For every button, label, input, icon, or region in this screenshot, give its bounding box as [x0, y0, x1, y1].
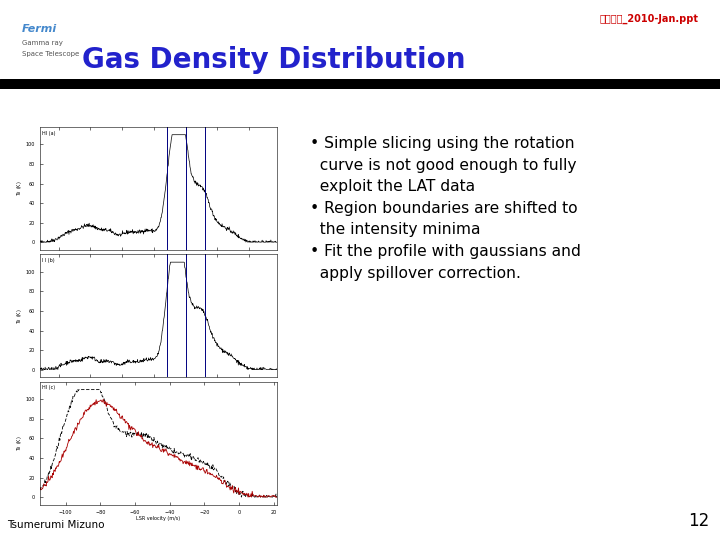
X-axis label: LSR velocity (m/s): LSR velocity (m/s) [136, 389, 181, 394]
Text: • Simple slicing using the rotation
  curve is not good enough to fully
  exploi: • Simple slicing using the rotation curv… [310, 136, 581, 281]
Text: 12: 12 [688, 512, 709, 530]
X-axis label: LSR velocity (m/s): LSR velocity (m/s) [136, 516, 181, 521]
Text: Space Telescope: Space Telescope [22, 51, 79, 57]
Text: Fermi: Fermi [22, 24, 57, 35]
Text: Gamma ray: Gamma ray [22, 40, 63, 46]
Text: 論文紹介_2010-Jan.ppt: 論文紹介_2010-Jan.ppt [599, 14, 698, 24]
Y-axis label: $T_B$ (K): $T_B$ (K) [15, 181, 24, 196]
Text: HI (c): HI (c) [42, 386, 55, 390]
Text: HI (a): HI (a) [42, 131, 55, 136]
Text: Tsumerumi Mizuno: Tsumerumi Mizuno [7, 520, 104, 530]
Text: l l (b): l l (b) [42, 258, 55, 263]
Y-axis label: $T_B$ (K): $T_B$ (K) [15, 308, 24, 323]
Y-axis label: $T_B$ (K): $T_B$ (K) [15, 436, 24, 451]
X-axis label: LSR velocity (m/s): LSR velocity (m/s) [136, 261, 181, 266]
Text: Gas Density Distribution: Gas Density Distribution [82, 46, 465, 74]
